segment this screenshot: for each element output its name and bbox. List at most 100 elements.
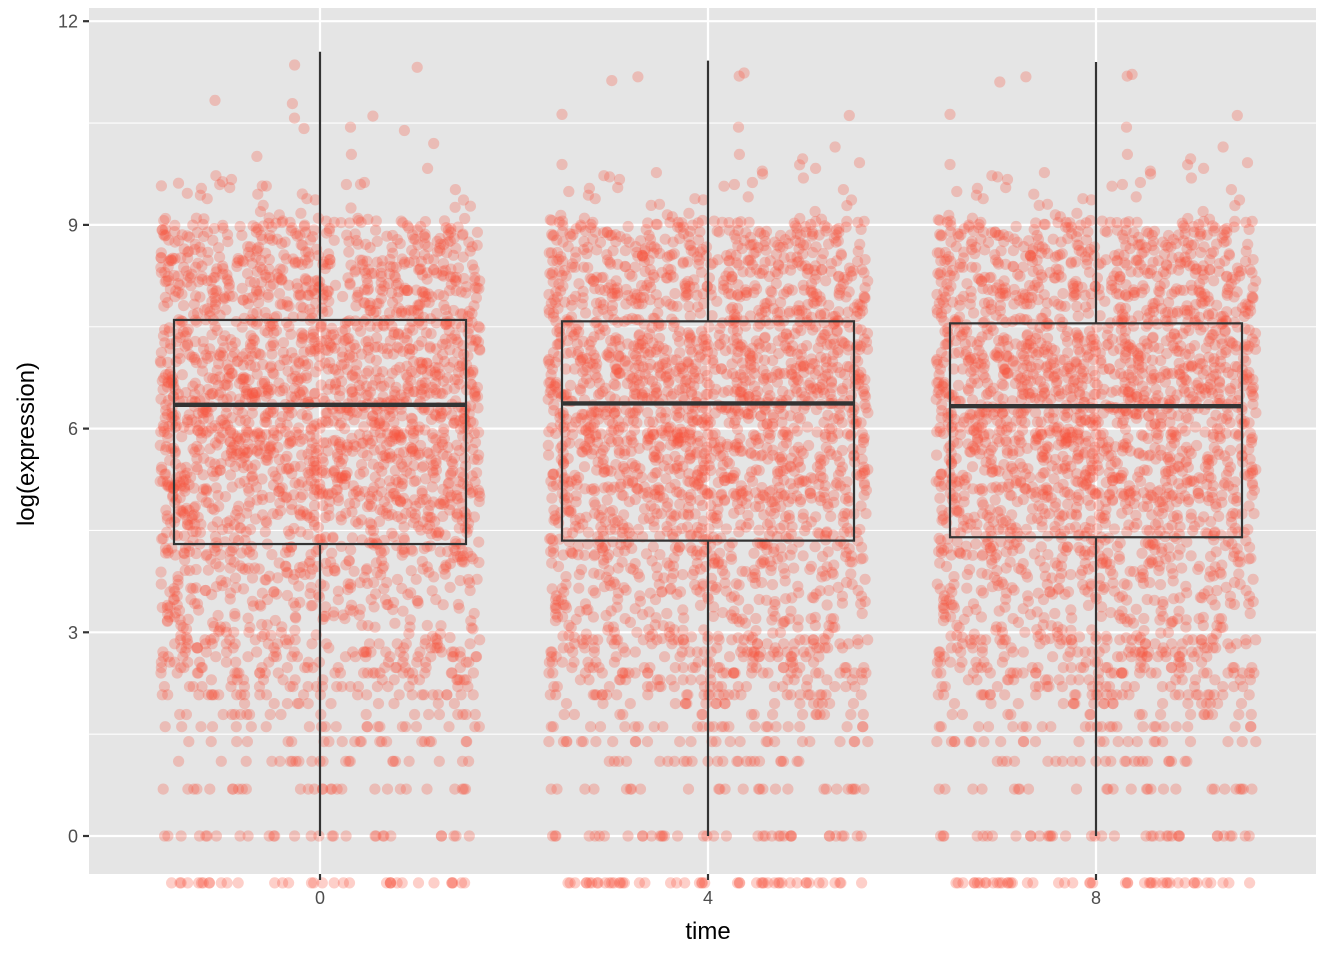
jitter-point: [801, 340, 813, 352]
jitter-point: [463, 755, 475, 767]
jitter-point: [345, 383, 357, 395]
jitter-point: [462, 546, 474, 559]
jitter-point: [305, 332, 317, 344]
jitter-point: [298, 689, 310, 701]
jitter-point: [237, 562, 249, 574]
jitter-point: [406, 413, 418, 425]
jitter-point: [390, 279, 403, 291]
jitter-point: [310, 442, 322, 454]
jitter-point: [214, 371, 226, 383]
jitter-point: [243, 562, 255, 574]
jitter-point: [256, 587, 268, 599]
jitter-point: [229, 638, 241, 650]
jitter-point: [362, 263, 375, 275]
jitter-point: [419, 634, 432, 646]
jitter-point: [717, 279, 730, 291]
jitter-point: [440, 561, 452, 573]
jitter-point: [358, 421, 370, 433]
jitter-point: [816, 254, 828, 266]
jitter-point: [464, 584, 476, 597]
jitter-point: [281, 662, 293, 674]
jitter-point: [301, 409, 313, 421]
jitter-point: [748, 564, 760, 576]
jitter-point: [435, 410, 447, 423]
jitter-point: [360, 646, 372, 658]
jitter-point: [731, 352, 743, 364]
jitter-point: [553, 253, 565, 265]
jitter-point: [405, 506, 417, 519]
jitter-point: [320, 467, 332, 479]
jitter-point: [360, 367, 372, 379]
jitter-point: [472, 484, 484, 496]
jitter-point: [222, 275, 234, 287]
jitter-point: [588, 483, 600, 495]
jitter-point: [354, 736, 366, 748]
jitter-point: [161, 526, 173, 539]
jitter-point: [291, 230, 303, 242]
jitter-point: [354, 490, 366, 502]
jitter-point: [277, 674, 289, 686]
jitter-point: [788, 638, 800, 650]
jitter-point: [268, 698, 280, 710]
jitter-point: [224, 634, 236, 646]
jitter-point: [462, 573, 474, 586]
jitter-point: [782, 783, 794, 795]
jitter-point: [756, 165, 768, 177]
jitter-point: [445, 667, 457, 679]
jitter-point: [661, 607, 673, 620]
jitter-point: [647, 416, 659, 428]
jitter-point: [583, 877, 596, 889]
jitter-point: [732, 632, 744, 644]
jitter-point: [400, 508, 412, 520]
jitter-point: [454, 662, 466, 674]
jitter-point: [767, 409, 779, 421]
jitter-point: [455, 689, 467, 701]
jitter-point: [740, 289, 752, 301]
jitter-point: [224, 436, 236, 448]
jitter-point: [375, 547, 387, 559]
jitter-point: [344, 681, 356, 693]
jitter-point: [323, 248, 335, 260]
jitter-point: [377, 342, 389, 354]
jitter-point: [180, 642, 192, 654]
jitter-point: [253, 563, 265, 575]
jitter-point: [397, 217, 409, 229]
jitter-point: [360, 564, 372, 576]
jitter-point: [448, 552, 460, 564]
jitter-point: [450, 275, 462, 287]
jitter-point: [423, 448, 435, 460]
jitter-point: [674, 222, 686, 234]
jitter-point: [268, 830, 280, 842]
jitter-point: [557, 458, 570, 470]
jitter-point: [376, 465, 388, 477]
jitter-point: [409, 233, 421, 246]
jitter-point: [375, 444, 387, 456]
jitter-point: [792, 441, 805, 453]
jitter-point: [257, 199, 269, 211]
jitter-point: [230, 721, 242, 733]
jitter-point: [617, 877, 629, 889]
jitter-point: [437, 439, 449, 451]
jitter-point: [784, 410, 796, 422]
jitter-point: [222, 419, 234, 431]
jitter-point: [202, 425, 214, 437]
jitter-point: [462, 681, 474, 693]
jitter-point: [231, 736, 243, 748]
jitter-point: [158, 426, 170, 438]
jitter-point: [235, 457, 247, 469]
jitter-point: [847, 698, 860, 710]
jitter-point: [257, 509, 269, 521]
jitter-point: [182, 783, 194, 795]
jitter-point: [310, 460, 322, 472]
jitter-point: [158, 300, 170, 312]
jitter-point: [809, 273, 821, 285]
jitter-point: [622, 415, 634, 427]
jitter-point: [370, 305, 382, 318]
jitter-point: [666, 249, 678, 261]
jitter-point: [340, 178, 352, 191]
jitter-point: [301, 508, 313, 520]
jitter-point: [634, 595, 647, 607]
jitter-point: [210, 558, 222, 570]
jitter-point: [568, 708, 581, 721]
jitter-point: [404, 468, 416, 480]
